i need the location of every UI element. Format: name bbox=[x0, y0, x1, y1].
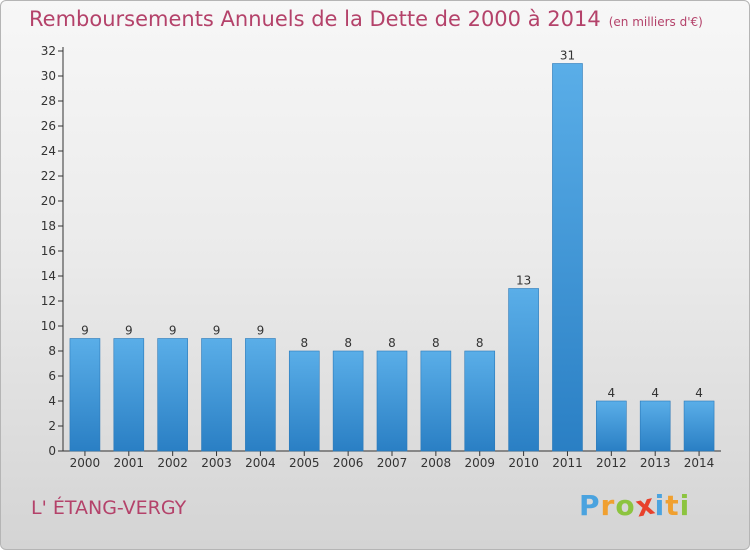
bar-value-label: 8 bbox=[344, 336, 352, 350]
chart-title: Remboursements Annuels de la Dette de 20… bbox=[29, 7, 703, 31]
bar-value-label: 31 bbox=[560, 49, 575, 63]
commune-name: L' ÉTANG-VERGY bbox=[31, 497, 187, 519]
y-tick-label: 16 bbox=[41, 244, 56, 258]
bar-value-label: 13 bbox=[516, 274, 531, 288]
x-tick-label: 2011 bbox=[552, 456, 583, 470]
y-tick-label: 6 bbox=[48, 369, 56, 383]
bar-value-label: 9 bbox=[213, 324, 221, 338]
logo-letter: P bbox=[579, 489, 601, 522]
bar-value-label: 9 bbox=[257, 324, 265, 338]
bars: 9 9 9 9 9 8 8 8 8 8 13 31 4 4 4 bbox=[69, 49, 715, 452]
y-tick-label: 30 bbox=[41, 69, 56, 83]
bar-2013 bbox=[639, 400, 671, 452]
bar-value-label: 4 bbox=[695, 386, 703, 400]
bar-value-label: 9 bbox=[125, 324, 133, 338]
x-tick-label: 2004 bbox=[245, 456, 276, 470]
y-tick-label: 32 bbox=[41, 44, 56, 58]
bar-value-label: 9 bbox=[169, 324, 177, 338]
bar-2009 bbox=[464, 350, 496, 452]
logo-letter: r bbox=[600, 489, 616, 522]
y-tick-label: 8 bbox=[48, 344, 56, 358]
y-tick-label: 4 bbox=[48, 394, 56, 408]
x-tick-label: 2006 bbox=[333, 456, 364, 470]
x-tick-label: 2013 bbox=[640, 456, 671, 470]
x-tick-label: 2005 bbox=[289, 456, 320, 470]
y-tick-label: 26 bbox=[41, 119, 56, 133]
y-tick-label: 20 bbox=[41, 194, 56, 208]
x-tick-label: 2002 bbox=[157, 456, 188, 470]
bar-2006 bbox=[332, 350, 364, 452]
chart-title-text: Remboursements Annuels de la Dette de 20… bbox=[29, 7, 601, 31]
bar-value-label: 4 bbox=[651, 386, 659, 400]
logo-letter: t bbox=[665, 489, 680, 522]
bar-2003 bbox=[201, 338, 232, 452]
bar-2014 bbox=[683, 400, 715, 452]
bar-2004 bbox=[245, 338, 276, 452]
y-tick-label: 22 bbox=[41, 169, 56, 183]
y-tick-label: 14 bbox=[41, 269, 56, 283]
x-tick-label: 2008 bbox=[421, 456, 452, 470]
y-tick-label: 24 bbox=[41, 144, 56, 158]
bar-2011 bbox=[552, 63, 583, 452]
x-tick-label: 2014 bbox=[684, 456, 715, 470]
y-tick-label: 28 bbox=[41, 94, 56, 108]
chart-unit-label: (en milliers d'€) bbox=[608, 15, 703, 29]
y-tick-label: 10 bbox=[41, 319, 56, 333]
y-tick-label: 12 bbox=[41, 294, 56, 308]
bar-2002 bbox=[157, 338, 188, 452]
x-tick-label: 2001 bbox=[114, 456, 145, 470]
logo-letter: i bbox=[679, 489, 691, 522]
bar-value-label: 8 bbox=[476, 336, 484, 350]
bar-value-label: 8 bbox=[300, 336, 308, 350]
y-tick-label: 2 bbox=[48, 419, 56, 433]
y-tick-label: 0 bbox=[48, 444, 56, 458]
bar-2010 bbox=[508, 288, 539, 452]
proxiti-logo: Proxiti bbox=[579, 487, 691, 523]
bar-value-label: 9 bbox=[81, 324, 89, 338]
x-tick-label: 2000 bbox=[70, 456, 101, 470]
x-tick-label: 2012 bbox=[596, 456, 627, 470]
logo-letter: o bbox=[615, 489, 636, 522]
y-tick-label: 18 bbox=[41, 219, 56, 233]
x-tick-label: 2003 bbox=[201, 456, 232, 470]
bar-2005 bbox=[288, 350, 320, 452]
bar-value-label: 4 bbox=[608, 386, 616, 400]
bar-value-label: 8 bbox=[432, 336, 440, 350]
bar-2008 bbox=[420, 350, 452, 452]
bar-value-label: 8 bbox=[388, 336, 396, 350]
bar-2001 bbox=[113, 338, 145, 452]
x-tick-label: 2009 bbox=[464, 456, 495, 470]
bar-2007 bbox=[376, 350, 408, 452]
bar-2000 bbox=[69, 338, 101, 452]
bar-2012 bbox=[596, 400, 627, 452]
x-tick-label: 2007 bbox=[377, 456, 408, 470]
x-axis: 2000 2001 2002 2003 2004 2005 2006 2007 2008 2009… bbox=[63, 450, 721, 470]
logo-letter: i bbox=[654, 489, 666, 522]
x-tick-label: 2010 bbox=[508, 456, 539, 470]
